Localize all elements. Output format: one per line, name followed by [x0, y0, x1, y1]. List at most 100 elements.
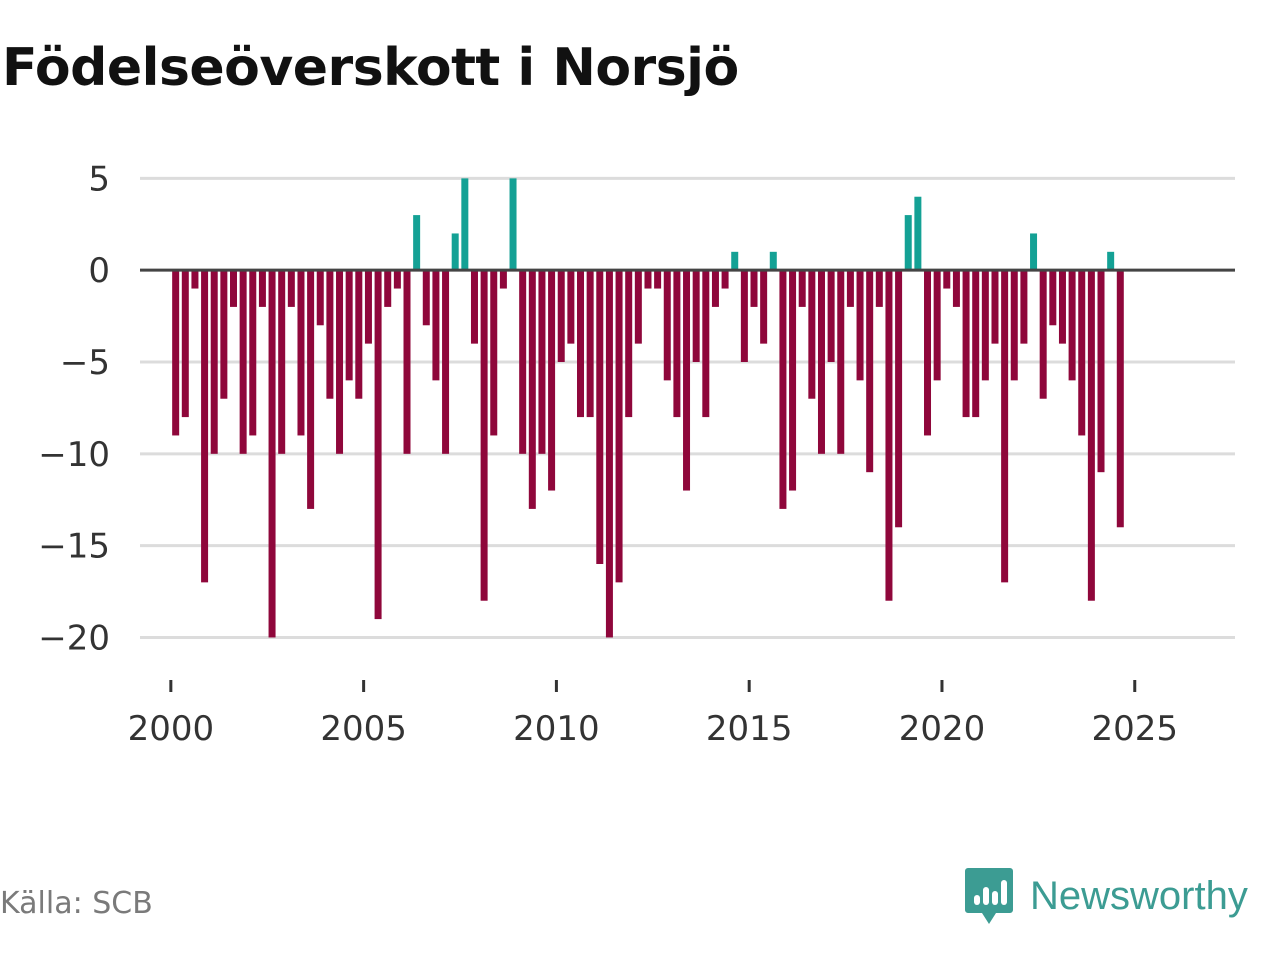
bar [393, 270, 401, 289]
bar [258, 270, 266, 307]
bar [229, 270, 237, 307]
bar [596, 270, 604, 564]
bar [1020, 270, 1028, 344]
x-axis: 2000 2005 2010 2015 2020 2025 [128, 680, 1178, 749]
bar [866, 270, 874, 473]
bar [808, 270, 816, 399]
bar [904, 215, 912, 271]
bar [895, 270, 903, 528]
bar [779, 270, 787, 509]
y-tick-label: −20 [38, 618, 110, 658]
bar [586, 270, 594, 418]
bar [760, 270, 768, 344]
x-tick-label: 2025 [1091, 709, 1178, 749]
bar [827, 270, 835, 362]
brand-name: Newsworthy [1030, 873, 1248, 918]
bar [991, 270, 999, 344]
bar [1068, 270, 1076, 381]
bar [721, 270, 729, 289]
bar [413, 215, 421, 271]
bar [326, 270, 334, 399]
bar [538, 270, 546, 454]
x-tick-label: 2010 [513, 709, 600, 749]
bar [268, 270, 276, 638]
bar [210, 270, 218, 454]
bar [731, 251, 739, 271]
bar [1097, 270, 1105, 473]
bar [683, 270, 691, 491]
bar [856, 270, 864, 381]
bar [1058, 270, 1066, 344]
bar [846, 270, 854, 307]
bar [981, 270, 989, 381]
bar [364, 270, 372, 344]
bar [403, 270, 411, 454]
bars [172, 178, 1124, 638]
bar [172, 270, 180, 436]
bar [702, 270, 710, 418]
bar [345, 270, 353, 381]
bar [567, 270, 575, 344]
bar [287, 270, 295, 307]
bar [528, 270, 536, 509]
bar [422, 270, 430, 326]
bar [249, 270, 257, 436]
bar [962, 270, 970, 418]
bar [442, 270, 450, 454]
y-tick-label: −5 [60, 343, 110, 383]
x-tick-label: 2000 [128, 709, 215, 749]
bar [740, 270, 748, 362]
y-tick-label: −10 [38, 435, 110, 475]
bar [201, 270, 209, 583]
bar [1049, 270, 1057, 326]
y-tick-label: 0 [88, 251, 110, 291]
bar [634, 270, 642, 344]
bar [316, 270, 324, 326]
bar [817, 270, 825, 454]
chart-title: Födelseöverskott i Norsjö [2, 38, 739, 98]
bar [499, 270, 507, 289]
bar [924, 270, 932, 436]
bar [654, 270, 662, 289]
x-tick-label: 2015 [706, 709, 793, 749]
bar [480, 270, 488, 601]
bar [605, 270, 613, 638]
bar [885, 270, 893, 601]
bar [1116, 270, 1124, 528]
bar [663, 270, 671, 381]
bar [673, 270, 681, 418]
bar [519, 270, 527, 454]
bar [1001, 270, 1009, 583]
bar [711, 270, 719, 307]
newsworthy-icon [965, 868, 1013, 924]
bar [1078, 270, 1086, 436]
x-tick-label: 2005 [320, 709, 407, 749]
bar [875, 270, 883, 307]
bar [692, 270, 700, 362]
bar [470, 270, 478, 344]
bar [451, 233, 459, 271]
bar [615, 270, 623, 583]
bar [1107, 251, 1115, 271]
bar [461, 178, 469, 271]
bar [557, 270, 565, 362]
bar [220, 270, 228, 399]
bar [307, 270, 315, 509]
bar [384, 270, 392, 307]
bar [644, 270, 652, 289]
bar [432, 270, 440, 381]
bar [374, 270, 382, 620]
bar [1087, 270, 1095, 601]
bar [355, 270, 363, 399]
bar [297, 270, 305, 436]
bar [1010, 270, 1018, 381]
y-axis: 5 0 −5 −10 −15 −20 [38, 159, 110, 658]
bar [789, 270, 797, 491]
bar [914, 196, 922, 271]
bar [943, 270, 951, 289]
bar [490, 270, 498, 436]
bar [548, 270, 556, 491]
bar [509, 178, 517, 271]
bar [181, 270, 189, 418]
newsworthy-logo: Newsworthy [964, 866, 1248, 926]
